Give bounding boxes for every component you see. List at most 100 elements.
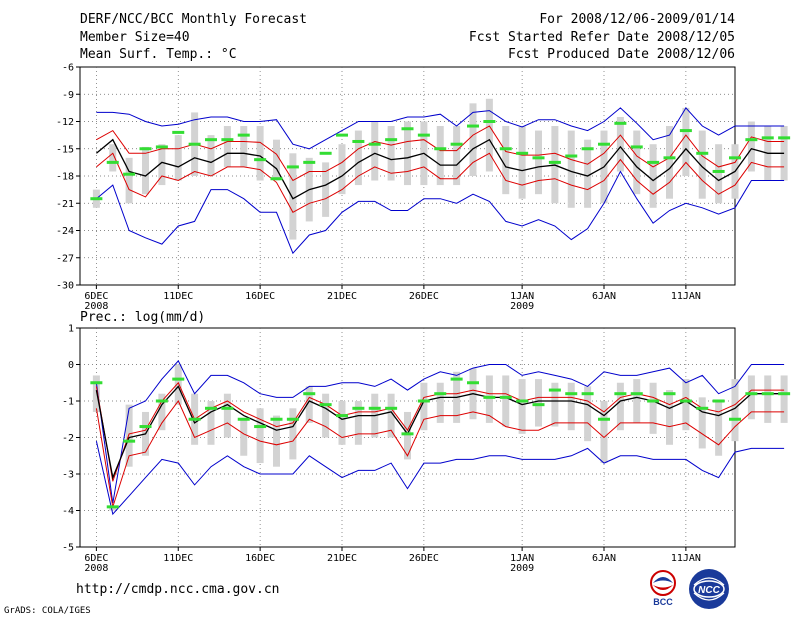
ensemble-box: [404, 411, 411, 460]
ensemble-box: [256, 408, 264, 464]
y-tick-label: -1: [62, 397, 74, 408]
observed-mark: [516, 151, 529, 155]
series-max-line: [95, 360, 785, 504]
observed-mark: [303, 160, 316, 164]
ensemble-box: [109, 506, 117, 511]
y-tick-label: -2: [62, 433, 74, 444]
y-tick-label: -4: [62, 506, 74, 517]
ensemble-box: [731, 379, 739, 442]
bcc-logo-icon: BCC: [650, 570, 676, 607]
fcst-started-date: Fcst Started Refer Date 2008/12/05: [468, 30, 735, 45]
ensemble-box: [633, 379, 641, 423]
ensemble-box: [666, 126, 673, 199]
ensemble-box: [682, 107, 690, 176]
ensemble-box: [305, 386, 313, 423]
observed-mark: [286, 417, 299, 421]
series-max-line: [96, 107, 785, 150]
ensemble-box: [666, 390, 673, 445]
observed-mark: [221, 406, 234, 410]
observed-mark: [712, 399, 725, 403]
ensemble-box: [289, 153, 297, 240]
observed-mark: [696, 406, 709, 410]
series-mean-line: [95, 138, 785, 200]
x-tick-label: 21DEC: [327, 291, 357, 302]
observed-mark: [172, 130, 185, 134]
x-tick-label: 21DEC: [327, 553, 357, 564]
ensemble-box: [747, 121, 755, 172]
ensemble-box: [158, 144, 166, 186]
chart-title: DERF/NCC/BCC Monthly Forecast: [80, 12, 307, 27]
observed-mark: [237, 417, 250, 421]
observed-mark: [123, 439, 136, 443]
ensemble-box: [535, 130, 542, 195]
observed-mark: [450, 377, 463, 381]
observed-mark: [565, 154, 578, 158]
y-tick-label: -21: [56, 199, 74, 210]
ensemble-box: [649, 144, 657, 208]
observed-mark: [761, 136, 774, 140]
observed-mark: [401, 432, 414, 436]
ensemble-box: [240, 419, 248, 456]
y-tick-label: 1: [68, 324, 74, 335]
x-tick-label: 26DEC: [409, 291, 439, 302]
observed-mark: [696, 151, 709, 155]
observed-mark: [336, 133, 348, 137]
observed-mark: [319, 403, 332, 407]
ensemble-box: [387, 393, 395, 438]
observed-mark: [286, 165, 299, 169]
ensemble-box: [436, 382, 444, 423]
observed-mark: [630, 392, 643, 396]
ensemble-box: [567, 130, 575, 208]
observed-mark: [123, 172, 136, 176]
observed-mark: [270, 417, 283, 421]
ensemble-box: [223, 393, 231, 438]
observed-mark: [548, 388, 561, 392]
x-tick-year: 2009: [510, 301, 534, 312]
observed-mark: [483, 120, 496, 123]
ensemble-box: [764, 375, 772, 423]
ensemble-box: [780, 375, 788, 423]
ensemble-box: [485, 375, 493, 423]
observed-mark: [679, 129, 692, 133]
observed-mark: [467, 124, 479, 128]
x-tick-label: 6DEC: [84, 553, 108, 564]
observed-mark: [319, 151, 332, 155]
x-tick-label: 11JAN: [671, 291, 701, 302]
y-tick-label: -27: [56, 253, 74, 264]
y-tick-label: 0: [68, 360, 74, 371]
observed-mark: [106, 160, 119, 164]
observed-mark: [598, 142, 610, 146]
observed-mark: [647, 160, 660, 164]
x-tick-label: 6JAN: [592, 553, 616, 564]
observed-mark: [614, 392, 627, 396]
ensemble-box: [502, 375, 510, 427]
x-tick-label: 6JAN: [592, 291, 616, 302]
series-lower-line: [95, 400, 785, 508]
ensemble-box: [92, 375, 100, 412]
fcst-produced-date: Fcst Produced Date 2008/12/06: [508, 47, 735, 62]
observed-mark: [663, 392, 676, 396]
observed-mark: [532, 156, 545, 160]
y-tick-label: -18: [56, 172, 74, 183]
series-mean-line: [95, 385, 785, 480]
ensemble-box: [125, 157, 133, 204]
observed-mark: [745, 138, 758, 142]
ensemble-box: [518, 379, 526, 434]
ensemble-box: [322, 162, 330, 217]
y-tick-label: -24: [56, 226, 74, 237]
ensemble-box: [502, 126, 510, 195]
observed-mark: [467, 381, 479, 385]
x-tick-label: 1JAN: [510, 553, 534, 564]
observed-mark: [106, 505, 119, 509]
observed-mark: [139, 425, 152, 429]
observed-mark: [614, 121, 627, 125]
observed-mark: [565, 392, 578, 396]
website-url[interactable]: http://cmdp.ncc.cma.gov.cn: [76, 582, 280, 597]
y-tick-label: -30: [56, 281, 74, 292]
observed-mark: [155, 399, 168, 403]
observed-mark: [499, 147, 512, 151]
ensemble-box: [551, 382, 559, 427]
observed-mark: [385, 138, 398, 142]
ensemble-box: [485, 98, 493, 172]
